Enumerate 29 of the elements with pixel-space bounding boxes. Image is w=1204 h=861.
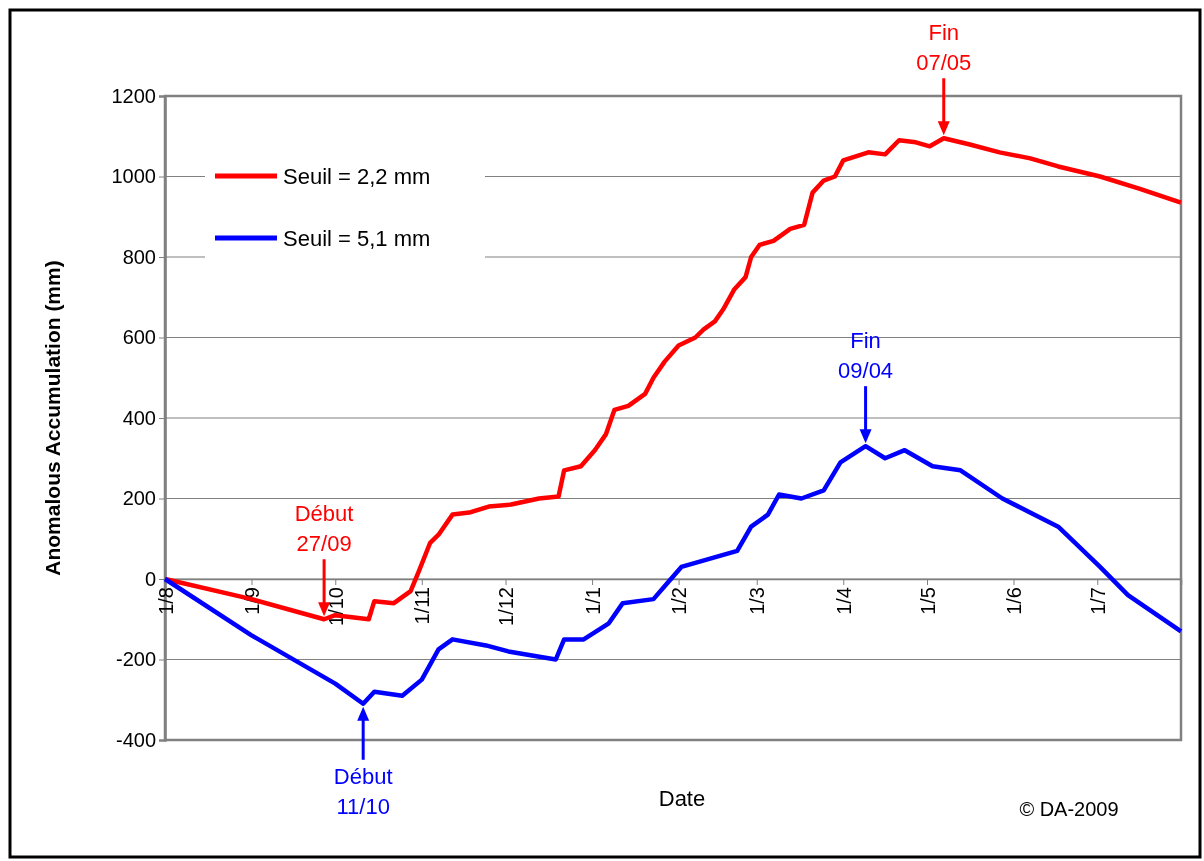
y-tick-label: 400	[122, 406, 156, 429]
text: © DA-2009	[1019, 798, 1119, 820]
y-tick-label: 1000	[111, 165, 156, 188]
x-tick-label: 1/11	[411, 587, 434, 625]
y-tick-label: 200	[122, 487, 156, 510]
x-tick-label: 1/5	[916, 587, 939, 615]
x-tick-label: 1/3	[746, 587, 769, 615]
legend-label: Seuil = 2,2 mm	[283, 163, 431, 189]
x-axis-title: Date	[658, 786, 706, 811]
y-tick-label: 0	[144, 567, 156, 590]
annotation: Début 27/09	[294, 501, 354, 557]
x-tick-label: 1/4	[832, 587, 855, 615]
annotation: Fin 09/04	[838, 328, 894, 384]
y-tick-label: 800	[122, 245, 156, 268]
x-tick-label: 1/2	[668, 587, 691, 615]
y-tick-label: -200	[115, 648, 156, 671]
x-tick-label: 1/7	[1086, 587, 1109, 615]
y-tick-label: 1200	[111, 84, 156, 107]
x-tick-label: 1/1	[581, 587, 604, 615]
y-axis-title: Anomalous Accumulation (mm)	[41, 260, 64, 576]
y-tick-label: 600	[122, 326, 156, 349]
annotation: Fin 07/05	[916, 20, 972, 76]
x-tick-label: 1/8	[154, 587, 177, 615]
x-tick-label: 1/12	[495, 587, 518, 626]
y-tick-label: -400	[115, 728, 156, 751]
annotation: Début 11/10	[333, 763, 393, 819]
x-tick-label: 1/6	[1003, 587, 1026, 615]
x-tick-label: 1/10	[324, 587, 347, 626]
legend-label: Seuil = 5,1 mm	[283, 225, 431, 251]
